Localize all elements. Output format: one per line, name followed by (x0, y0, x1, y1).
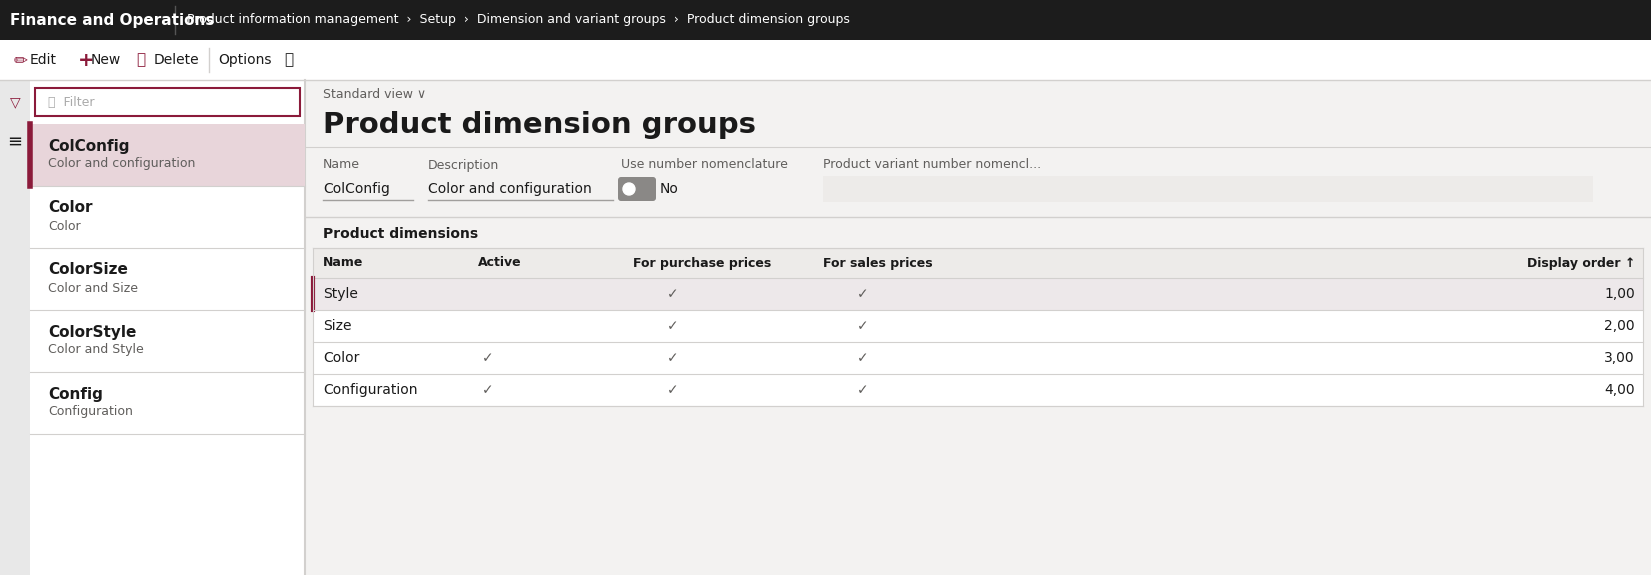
Text: Display order ↑: Display order ↑ (1527, 256, 1634, 270)
Text: 2,00: 2,00 (1605, 319, 1634, 333)
Text: 🗑: 🗑 (135, 52, 145, 67)
Text: Name: Name (324, 159, 360, 171)
Text: ColConfig: ColConfig (324, 182, 390, 196)
Text: Product information management  ›  Setup  ›  Dimension and variant groups  ›  Pr: Product information management › Setup ›… (187, 13, 850, 26)
Text: Edit: Edit (30, 53, 58, 67)
Text: ✓: ✓ (857, 287, 868, 301)
Text: 🔍: 🔍 (284, 52, 294, 67)
Text: Name: Name (324, 256, 363, 270)
Text: ✓: ✓ (482, 383, 494, 397)
Text: ✓: ✓ (667, 351, 679, 365)
Text: ✓: ✓ (667, 287, 679, 301)
Text: ✓: ✓ (482, 351, 494, 365)
Text: ✓: ✓ (667, 383, 679, 397)
Text: Delete: Delete (154, 53, 200, 67)
Text: Product dimension groups: Product dimension groups (324, 111, 756, 139)
Bar (314, 310, 1643, 342)
Text: Config: Config (48, 386, 102, 401)
Text: Color and configuration: Color and configuration (428, 182, 591, 196)
Text: Use number nomenclature: Use number nomenclature (621, 159, 788, 171)
Circle shape (622, 183, 636, 195)
Text: ColorStyle: ColorStyle (48, 324, 137, 339)
Text: Color and Size: Color and Size (48, 282, 139, 294)
Text: Configuration: Configuration (324, 383, 418, 397)
Text: 1,00: 1,00 (1605, 287, 1634, 301)
Text: No: No (660, 182, 679, 196)
Bar (35, 88, 300, 116)
Text: ✓: ✓ (857, 319, 868, 333)
Text: For purchase prices: For purchase prices (632, 256, 771, 270)
Text: Description: Description (428, 159, 499, 171)
Text: Product dimensions: Product dimensions (324, 227, 479, 241)
Text: ✓: ✓ (667, 319, 679, 333)
Text: Product variant number nomencl...: Product variant number nomencl... (822, 159, 1042, 171)
Bar (314, 342, 1643, 374)
Text: Color and Style: Color and Style (48, 343, 144, 356)
Text: ColorSize: ColorSize (48, 263, 127, 278)
Bar (0, 80, 30, 575)
Text: For sales prices: For sales prices (822, 256, 933, 270)
Text: ColConfig: ColConfig (48, 139, 129, 154)
Text: Size: Size (324, 319, 352, 333)
Text: Finance and Operations: Finance and Operations (10, 13, 215, 28)
Bar (30, 80, 305, 575)
Bar (314, 374, 1643, 406)
Text: Active: Active (479, 256, 522, 270)
Bar (30, 124, 305, 186)
FancyBboxPatch shape (617, 177, 655, 201)
Text: Color: Color (48, 201, 92, 216)
Bar (314, 278, 1643, 310)
Bar (0, 40, 1651, 80)
Bar (822, 176, 1593, 202)
Text: ≡: ≡ (8, 133, 23, 151)
Text: Color: Color (48, 220, 81, 232)
Text: 3,00: 3,00 (1605, 351, 1634, 365)
Text: ✓: ✓ (857, 351, 868, 365)
Bar (305, 80, 1651, 575)
Text: ✓: ✓ (857, 383, 868, 397)
Text: 4,00: 4,00 (1605, 383, 1634, 397)
Text: 🔍  Filter: 🔍 Filter (48, 95, 94, 109)
Text: ▽: ▽ (10, 95, 20, 109)
Text: +: + (78, 51, 94, 70)
Text: Configuration: Configuration (48, 405, 132, 419)
Text: Style: Style (324, 287, 358, 301)
Text: Color and configuration: Color and configuration (48, 158, 195, 171)
Text: Options: Options (218, 53, 271, 67)
Text: Color: Color (324, 351, 360, 365)
Text: ✏: ✏ (13, 51, 28, 69)
Text: New: New (91, 53, 121, 67)
Text: Standard view ∨: Standard view ∨ (324, 89, 426, 102)
Bar (0, 0, 1651, 40)
Bar (314, 248, 1643, 278)
